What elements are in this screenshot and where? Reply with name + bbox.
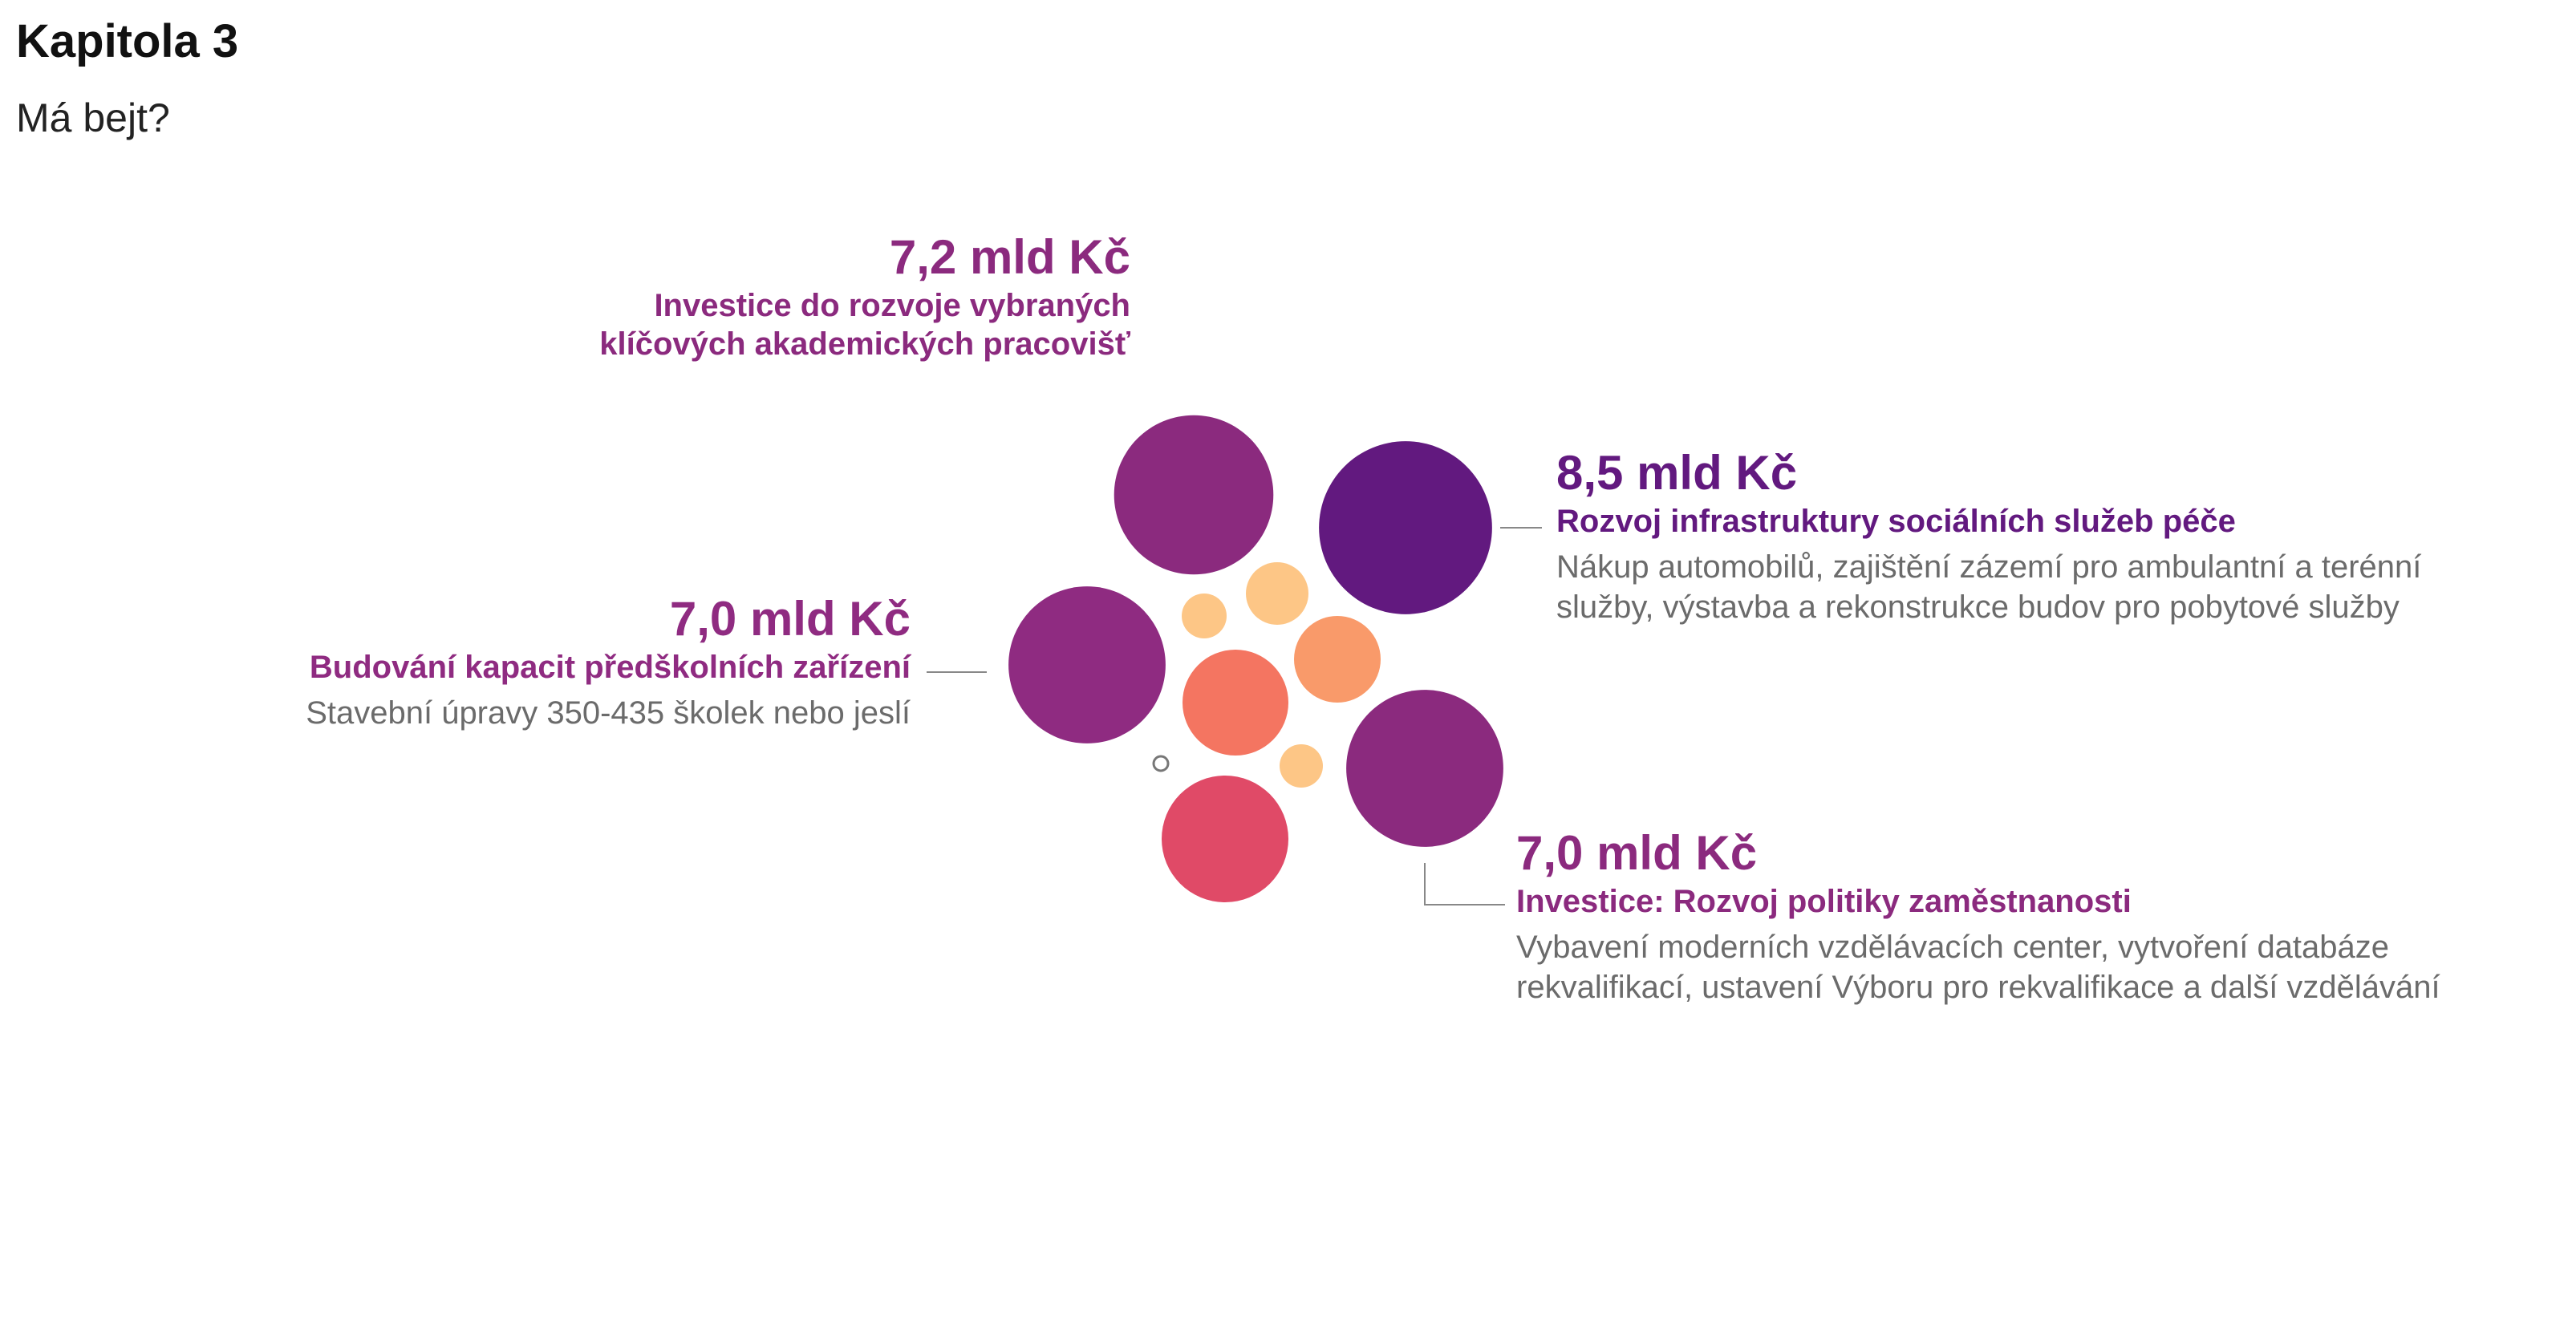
label-zamestnanost: 7,0 mld Kč Investice: Rozvoj politiky za… [1516,824,2440,1007]
amount-akademicka: 7,2 mld Kč [889,230,1130,284]
bubble-small-5 [1182,594,1227,638]
bubble-small-3 [1294,616,1381,703]
leader-line-zamestnanost [1424,863,1505,905]
amount-zamestnanost: 7,0 mld Kč [1516,826,1758,880]
bubble-small-4 [1246,562,1308,625]
bubble-small-6 [1280,744,1323,788]
desc-predskolni: Stavební úpravy 350-435 školek nebo jesl… [306,695,911,731]
name-socialni: Rozvoj infrastruktury sociálních služeb … [1556,504,2236,539]
bubble-predskolni [1008,586,1166,743]
amount-predskolni: 7,0 mld Kč [669,592,911,646]
bubble-small-1 [1162,776,1288,902]
page-title: Kapitola 3 [16,15,239,67]
bubble-zamestnanost [1346,690,1503,847]
name-predskolni: Budování kapacit předškolních zařízení [309,650,911,685]
label-akademicka: 7,2 mld Kč Investice do rozvoje vybranýc… [599,229,1130,363]
name-akademicka: Investice do rozvoje vybraných klíčových… [599,288,1130,362]
label-socialni: 8,5 mld Kč Rozvoj infrastruktury sociáln… [1556,444,2421,627]
desc-zamestnanost: Vybavení moderních vzdělávacích center, … [1516,930,2440,1005]
amount-socialni: 8,5 mld Kč [1556,446,1798,500]
desc-socialni: Nákup automobilů, zajištění zázemí pro a… [1556,549,2422,625]
page-subtitle: Má bejt? [16,95,170,140]
label-predskolni: 7,0 mld Kč Budování kapacit předškolních… [306,590,911,733]
name-zamestnanost: Investice: Rozvoj politiky zaměstnanosti [1516,884,2132,919]
bubble-small-2 [1183,650,1288,756]
bubble-socialni [1319,441,1492,614]
bubble-small-7 [1152,755,1170,772]
bubble-akademicka [1114,415,1274,575]
